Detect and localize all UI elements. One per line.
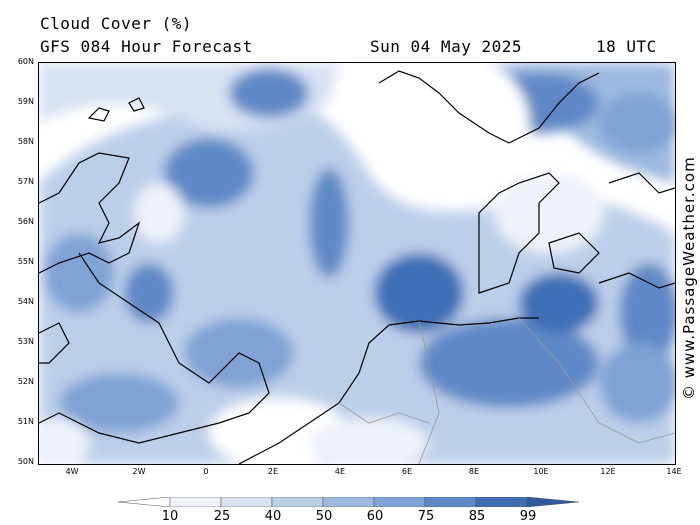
- legend-swatch: [169, 497, 222, 507]
- legend-label: 60: [366, 509, 384, 524]
- legend-swatch: [475, 497, 528, 507]
- map-title: Cloud Cover (%): [40, 14, 192, 33]
- legend-label: 75: [417, 509, 435, 524]
- lon-label: 2W: [132, 467, 146, 476]
- legend-label: 10: [161, 509, 179, 524]
- forecast-date: Sun 04 May 2025: [370, 37, 522, 56]
- legend-swatch: [118, 497, 171, 507]
- legend-label: 25: [213, 509, 231, 524]
- lon-label: 4W: [65, 467, 79, 476]
- lat-label: 59N: [17, 97, 34, 106]
- legend-swatch: [373, 497, 426, 507]
- legend-swatch: [271, 497, 324, 507]
- legend-swatch: [220, 497, 273, 507]
- lat-label: 60N: [17, 57, 34, 66]
- lon-label: 6E: [401, 467, 413, 476]
- coastlines: [39, 70, 675, 464]
- lat-label: 58N: [17, 137, 34, 146]
- legend-swatch: [526, 497, 580, 507]
- lat-label: 52N: [17, 377, 34, 386]
- map-canvas: [39, 63, 675, 464]
- cloud-cover-map: [38, 62, 676, 465]
- lon-label: 8E: [468, 467, 480, 476]
- legend-label: 85: [468, 509, 486, 524]
- legend-label: 99: [519, 509, 537, 524]
- credit-text: © www.PassageWeather.com: [680, 156, 698, 400]
- lon-label: 4E: [334, 467, 346, 476]
- lon-label: 10E: [533, 467, 549, 476]
- country-borders: [338, 317, 675, 464]
- lon-label: 0: [203, 467, 209, 476]
- lat-label: 55N: [17, 257, 34, 266]
- lat-label: 50N: [17, 457, 34, 466]
- lat-label: 56N: [17, 217, 34, 226]
- legend-swatch: [322, 497, 375, 507]
- lon-label: 14E: [666, 467, 682, 476]
- lat-label: 57N: [17, 177, 34, 186]
- cloud-field: [39, 63, 675, 464]
- legend-label: 50: [315, 509, 333, 524]
- lat-label: 54N: [17, 297, 34, 306]
- lon-label: 2E: [267, 467, 279, 476]
- lat-label: 53N: [17, 337, 34, 346]
- forecast-label: GFS 084 Hour Forecast: [40, 37, 253, 56]
- lat-label: 51N: [17, 417, 34, 426]
- legend-label: 40: [264, 509, 282, 524]
- lon-label: 12E: [600, 467, 616, 476]
- forecast-time: 18 UTC: [596, 37, 657, 56]
- legend-colorbar: [118, 497, 580, 507]
- legend-swatch: [424, 497, 477, 507]
